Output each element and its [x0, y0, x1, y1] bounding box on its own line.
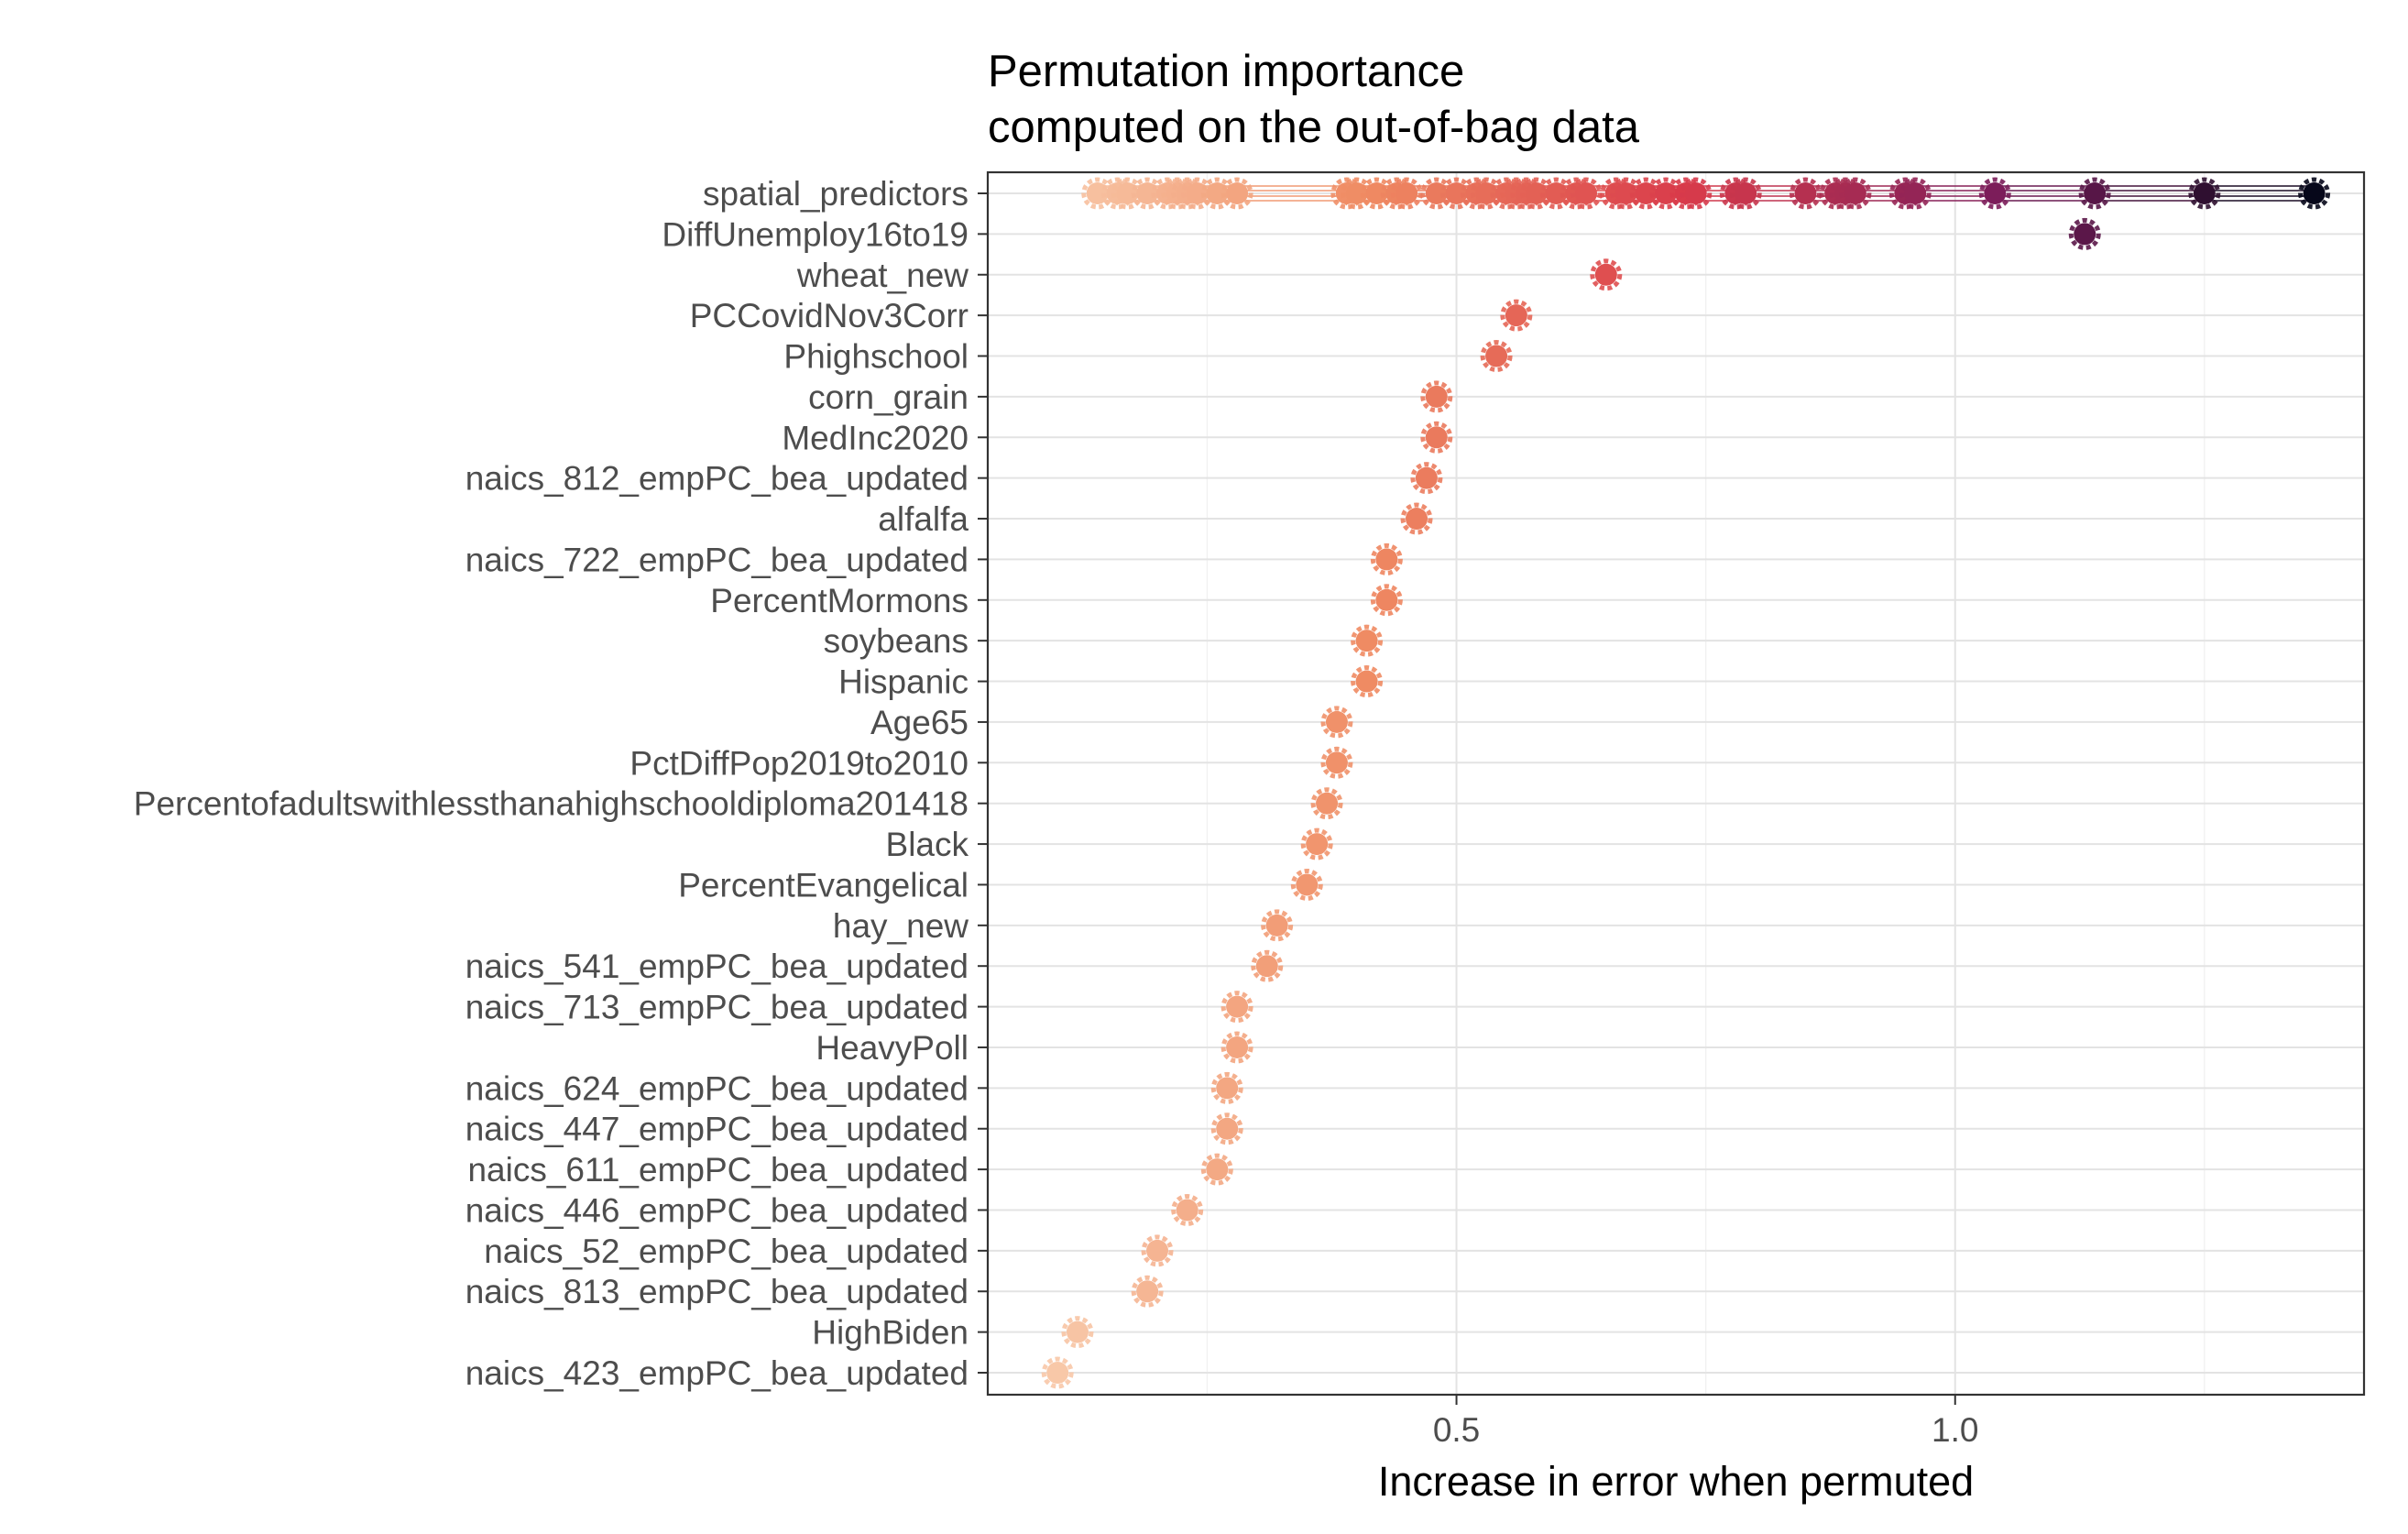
gridlines [988, 172, 2364, 1395]
point [1290, 868, 1323, 901]
y-tick-label: PercentEvangelical [678, 866, 969, 904]
y-tick-label: naics_423_empPC_bea_updated [465, 1354, 969, 1392]
plot-background [988, 172, 2364, 1395]
point [1220, 991, 1253, 1024]
y-tick-label: naics_541_empPC_bea_updated [465, 948, 969, 985]
y-tick-label: naics_624_empPC_bea_updated [465, 1069, 969, 1107]
point [1131, 1275, 1164, 1308]
y-tick-label: PctDiffPop2019to2010 [629, 744, 969, 782]
y-tick-label: HeavyPoll [815, 1029, 969, 1067]
point [1041, 1356, 1074, 1389]
y-tick-label: naics_813_empPC_bea_updated [465, 1273, 969, 1310]
x-axis-label: Increase in error when permuted [1378, 1458, 1974, 1505]
point [1420, 380, 1453, 413]
x-tick-label: 1.0 [1932, 1411, 1978, 1449]
y-tick-label: HighBiden [812, 1314, 969, 1352]
point-spatial-predictors [2078, 177, 2111, 210]
y-tick-label: naics_722_empPC_bea_updated [465, 541, 969, 578]
y-tick-label: Age65 [870, 704, 969, 741]
point [1210, 1071, 1243, 1104]
y-tick-label: DiffUnemploy16to19 [662, 215, 969, 253]
point [1310, 787, 1343, 820]
y-tick-label: naics_447_empPC_bea_updated [465, 1111, 969, 1148]
x-axis: 0.5 1.0 [1433, 1395, 1978, 1449]
point-spatial-predictors [1729, 177, 1762, 210]
y-tick-label: PCCovidNov3Corr [690, 297, 969, 334]
y-tick-label: naics_446_empPC_bea_updated [465, 1191, 969, 1229]
point [1300, 827, 1333, 860]
point [1320, 746, 1353, 779]
y-tick-label: Hispanic [838, 663, 969, 701]
point [1220, 1031, 1253, 1064]
point-spatial-predictors [1789, 177, 1822, 210]
y-tick-label: Phighschool [783, 338, 969, 376]
point [1141, 1234, 1174, 1267]
point [1351, 665, 1384, 698]
point-spatial-predictors [1899, 177, 1932, 210]
y-tick-label: naics_52_empPC_bea_updated [484, 1233, 969, 1270]
y-tick-label: alfalfa [878, 500, 969, 538]
point [1410, 462, 1443, 495]
y-tick-label: wheat_new [796, 257, 969, 294]
point [1590, 258, 1623, 291]
point [1351, 624, 1384, 657]
point [1171, 1193, 1204, 1226]
point [1480, 340, 1513, 373]
point [1061, 1316, 1094, 1349]
y-tick-label: spatial_predictors [703, 175, 969, 213]
data-points [1041, 177, 2331, 1389]
plot-border [986, 170, 2366, 1397]
point [1370, 584, 1403, 617]
point-spatial-predictors [2188, 177, 2221, 210]
point [1500, 299, 1533, 332]
y-tick-label: naics_611_empPC_bea_updated [467, 1151, 969, 1189]
y-tick-label: naics_713_empPC_bea_updated [465, 989, 969, 1026]
point-spatial-predictors [1390, 177, 1423, 210]
y-tick-label: hay_new [833, 907, 969, 945]
point [1200, 1153, 1233, 1186]
chart-title-line-1: Permutation importance [988, 47, 1464, 96]
point-spatial-predictors [1680, 177, 1713, 210]
point [1370, 542, 1403, 575]
y-tick-label: PercentMormons [710, 582, 969, 619]
point [1400, 502, 1433, 535]
y-tick-label: MedInc2020 [782, 419, 969, 456]
y-tick-label: Black [886, 826, 969, 863]
y-tick-label: corn_grain [808, 378, 969, 416]
chart-title-line-2: computed on the out-of-bag data [988, 103, 1640, 152]
y-tick-label: Percentofadultswithlessthanahighschooldi… [134, 785, 969, 823]
y-tick-label: soybeans [824, 622, 969, 660]
x-tick-label: 0.5 [1433, 1411, 1480, 1449]
point-spatial-predictors [1220, 177, 1253, 210]
point [1261, 909, 1294, 942]
y-tick-label: naics_812_empPC_bea_updated [465, 460, 969, 498]
point [1251, 949, 1284, 982]
point-spatial-predictors [2298, 177, 2331, 210]
point [2068, 217, 2101, 250]
point-spatial-predictors [1570, 177, 1603, 210]
point [1210, 1112, 1243, 1145]
point-spatial-predictors [1978, 177, 2011, 210]
point [1420, 421, 1453, 454]
point-spatial-predictors [1839, 177, 1872, 210]
point [1320, 706, 1353, 739]
